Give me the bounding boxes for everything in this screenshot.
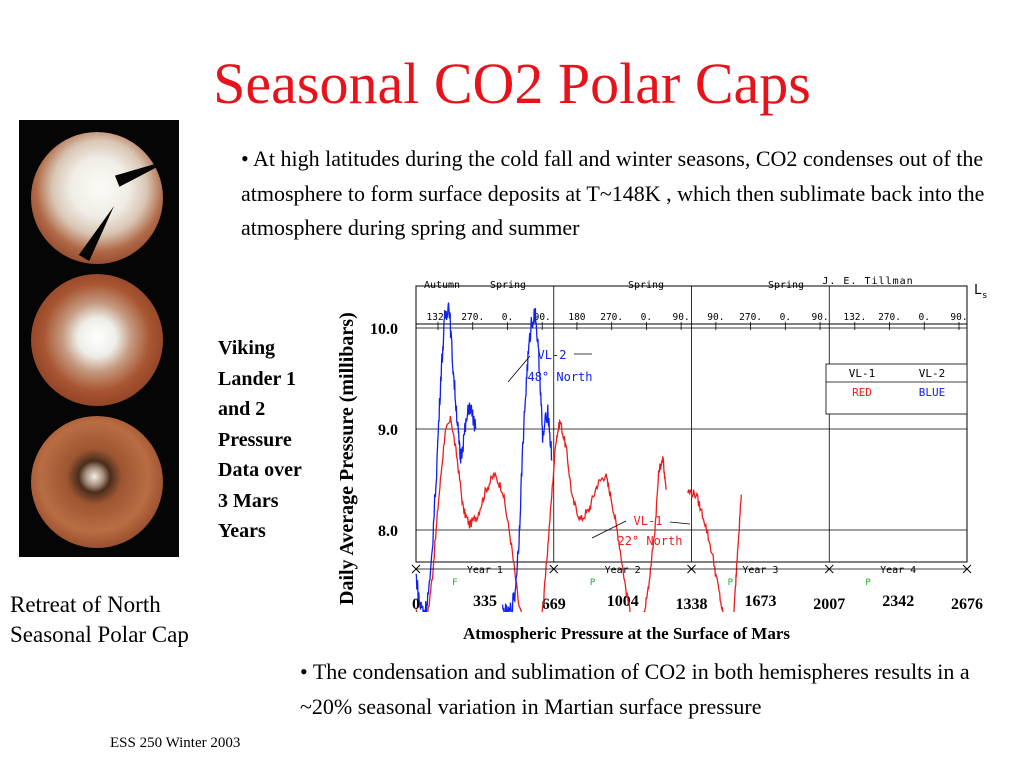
polar-cap-photo-3 — [31, 416, 163, 548]
viking-note-line: Data over — [218, 459, 302, 481]
ls-tick-label: 90. — [673, 312, 690, 323]
polar-cap-photo-2 — [31, 274, 163, 406]
ls-axis-subscript: s — [982, 291, 987, 301]
y-tick-label: 8.0 — [378, 523, 398, 540]
year-boundary-marker — [411, 564, 421, 574]
ls-tick-label: 270. — [739, 312, 762, 323]
viking-note-line: Lander 1 — [218, 367, 296, 390]
ls-tick-label: 0. — [641, 312, 652, 323]
chart-caption: Atmospheric Pressure at the Surface of M… — [463, 624, 791, 643]
bullet-condensation: • At high latitudes during the cold fall… — [241, 142, 1001, 246]
chart-credit: J. E. Tillman — [822, 276, 913, 287]
slide-title: Seasonal CO2 Polar Caps — [213, 51, 811, 116]
ls-tick-label: 132. — [427, 312, 450, 323]
vl2-annotation: VL-2 — [538, 348, 567, 362]
pressure-chart: 10.09.08.07.0033566910041338167320072342… — [370, 276, 987, 612]
season-label: Spring — [628, 280, 664, 291]
x-tick-label: 2007 — [813, 596, 845, 612]
photo-caption-line: Retreat of North — [10, 592, 161, 617]
series-line-vl-1 — [415, 416, 631, 612]
year-boundary-marker — [962, 564, 972, 574]
ls-tick-label: 90. — [707, 312, 724, 323]
season-label: Autumn — [424, 280, 460, 291]
ls-tick-label: 90. — [811, 312, 828, 323]
year-label: Year 2 — [605, 565, 641, 576]
series-line-vl-2b — [501, 307, 553, 612]
ls-tick-label: 180 — [568, 312, 585, 323]
season-marker: P — [728, 578, 734, 588]
viking-note-line: Years — [218, 520, 266, 542]
year-boundary-marker — [549, 564, 559, 574]
season-label: Spring — [768, 280, 804, 291]
y-tick-label: 9.0 — [378, 422, 398, 439]
ls-tick-label: 90. — [950, 312, 967, 323]
viking-note-line: Pressure — [218, 428, 292, 451]
ls-axis-label: L — [974, 283, 982, 298]
x-tick-label: 0 — [412, 596, 420, 612]
ls-tick-label: 270. — [461, 312, 484, 323]
season-marker: F — [452, 578, 457, 588]
chart-overlay: Year 1 Year 2 Year 3 Year 4 F P P P VL-1 VL-2 RED B… — [411, 348, 972, 588]
y-tick-label: 10.0 — [370, 321, 398, 338]
year-label: Year 4 — [880, 565, 916, 576]
x-tick-label: 2342 — [882, 593, 914, 610]
polar-cap-photo-strip — [19, 120, 179, 557]
slide-footer: ESS 250 Winter 2003 — [110, 735, 241, 751]
ls-tick-label: 132. — [843, 312, 866, 323]
photo-gap-wedge — [114, 153, 163, 187]
ls-tick-label: 0. — [919, 312, 930, 323]
bullet-text: The condensation and sublimation of CO2 … — [300, 659, 970, 719]
legend-blue-label: BLUE — [919, 386, 946, 399]
bullet-marker: • — [300, 659, 308, 684]
vl1-latitude: 22° North — [617, 534, 682, 548]
season-marker: P — [590, 578, 596, 588]
viking-note-line: and 2 — [218, 398, 266, 420]
ls-tick-label: 0. — [502, 312, 513, 323]
vl2-pointer — [507, 355, 531, 383]
x-tick-label: 1338 — [676, 596, 708, 612]
viking-note-line: Viking — [218, 337, 276, 359]
vl2-latitude: 48° North — [527, 370, 592, 384]
ls-tick-label: 270. — [878, 312, 901, 323]
x-tick-label: 2676 — [951, 596, 983, 612]
vl1-pointer — [591, 520, 691, 539]
bullet-pressure-variation: • The condensation and sublimation of CO… — [300, 654, 1000, 724]
year-label: Year 1 — [467, 565, 503, 576]
year-label: Year 3 — [742, 565, 778, 576]
photo-caption: Retreat of North Seasonal Polar Cap — [10, 590, 189, 650]
vl1-annotation: VL-1 — [634, 514, 663, 528]
x-tick-label: 669 — [542, 596, 566, 612]
season-marker: P — [865, 578, 871, 588]
ls-tick-label: 270. — [600, 312, 623, 323]
ls-tick-label: 0. — [780, 312, 791, 323]
bullet-marker: • — [241, 146, 249, 171]
legend-box — [825, 363, 968, 415]
legend-header: VL-1 — [849, 367, 876, 380]
chart-grid: 10.09.08.07.0033566910041338167320072342… — [370, 285, 983, 612]
bullet-text: At high latitudes during the cold fall a… — [241, 146, 985, 240]
x-tick-label: 1673 — [744, 593, 776, 610]
year-boundary-marker — [824, 564, 834, 574]
ls-ticks: 132. 270. 0. 90. 180 270. 0. 90. 90. 270. 0. 90. 132… — [424, 276, 987, 330]
viking-lander-note: Viking Lander 1 and 2 Pressure Data over… — [218, 333, 302, 547]
season-label: Spring — [490, 280, 526, 291]
ls-tick-label: 90. — [534, 312, 551, 323]
legend-header: VL-2 — [919, 367, 946, 380]
viking-note-line: 3 Mars — [218, 489, 279, 512]
polar-cap-photo-1 — [31, 132, 163, 264]
x-tick-label: 335 — [473, 593, 497, 610]
legend-red-label: RED — [852, 386, 872, 399]
series-line-vl-1b — [642, 456, 667, 612]
year-boundary-marker — [687, 564, 696, 574]
photo-gap-wedge — [78, 203, 120, 261]
chart-series — [415, 302, 742, 612]
series-line-vl-1c — [687, 488, 742, 612]
photo-caption-line: Seasonal Polar Cap — [10, 622, 189, 647]
series-line-vl-2 — [415, 302, 477, 612]
x-tick-label: 1004 — [607, 593, 639, 610]
